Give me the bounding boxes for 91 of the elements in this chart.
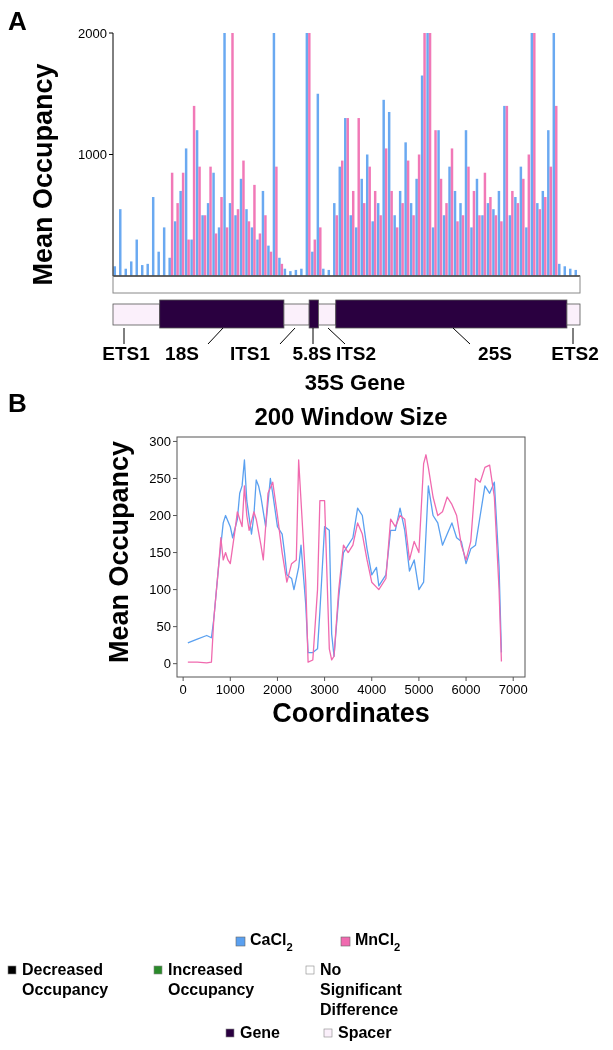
bar xyxy=(176,203,179,276)
bar xyxy=(253,184,256,276)
bar xyxy=(220,197,223,276)
x-axis-title: Coordinates xyxy=(272,698,430,728)
bar xyxy=(311,251,314,276)
text: Spacer xyxy=(338,1024,392,1041)
bar xyxy=(445,203,448,276)
y-tick-label: 100 xyxy=(149,582,171,598)
bar xyxy=(492,209,495,276)
bar xyxy=(470,227,473,276)
text: A xyxy=(8,6,27,36)
bar xyxy=(511,190,514,276)
text: No Significant Difference xyxy=(320,961,403,1018)
text: B xyxy=(8,388,27,418)
bar xyxy=(467,166,470,276)
x-tick-label: 3000 xyxy=(310,682,340,697)
x-tick-label: 2000 xyxy=(262,682,292,697)
bar xyxy=(333,203,336,276)
bar xyxy=(412,215,415,276)
bar xyxy=(514,197,517,276)
y-tick-label: 0 xyxy=(163,656,171,672)
y-tick-label: 150 xyxy=(149,545,171,561)
x-axis-title: 35S Gene xyxy=(304,370,406,395)
text: 18S xyxy=(165,343,199,364)
bar xyxy=(212,172,215,276)
bar xyxy=(245,209,248,276)
bar xyxy=(275,166,278,276)
bar xyxy=(456,221,459,276)
bar xyxy=(231,33,234,276)
bar xyxy=(168,257,171,276)
bar xyxy=(500,221,503,276)
bar xyxy=(357,118,360,276)
bar xyxy=(379,215,382,276)
bar xyxy=(278,257,281,276)
bar xyxy=(459,203,462,276)
text: ITS1 xyxy=(229,343,271,364)
bar xyxy=(525,227,528,276)
bar xyxy=(242,160,245,276)
x-tick-label: 0 xyxy=(179,682,187,697)
bar xyxy=(448,166,451,276)
bar xyxy=(179,190,182,276)
bar xyxy=(558,263,561,276)
bar xyxy=(146,263,149,276)
y-tick-label: 250 xyxy=(149,471,171,487)
bar xyxy=(382,99,385,276)
x-tick-label: 5000 xyxy=(404,682,434,697)
bar xyxy=(319,227,322,276)
x-tick-label: 1000 xyxy=(215,682,245,697)
bar xyxy=(415,178,418,276)
y-tick-label: 50 xyxy=(156,619,171,635)
chart-title: 200 Window Size xyxy=(254,403,448,430)
bar xyxy=(135,239,138,276)
bar xyxy=(544,197,547,276)
bar xyxy=(223,33,226,276)
bar xyxy=(404,142,407,276)
bar xyxy=(489,197,492,276)
text: Gene xyxy=(240,1024,281,1041)
x-tick-label: 7000 xyxy=(498,682,528,697)
y-axis-title: Mean Occupancy xyxy=(28,63,58,286)
x-tick-label: 4000 xyxy=(357,682,387,697)
bar xyxy=(401,203,404,276)
bar xyxy=(368,166,371,276)
text: 5.8S xyxy=(292,343,332,364)
bar xyxy=(209,166,212,276)
legend-label: MnCl$_{2}$ xyxy=(355,931,401,953)
bar xyxy=(536,203,539,276)
bar xyxy=(267,245,270,276)
bar xyxy=(157,251,160,276)
bar xyxy=(555,105,558,276)
x-tick-label: 6000 xyxy=(451,682,481,697)
bar xyxy=(264,215,267,276)
bar xyxy=(547,130,550,276)
text: Increased Occupancy xyxy=(168,961,255,998)
y-axis-title: Mean Occupancy xyxy=(104,440,134,664)
bar xyxy=(198,166,201,276)
bar xyxy=(393,215,396,276)
bar xyxy=(256,239,259,276)
bar xyxy=(234,215,237,276)
bar xyxy=(522,178,525,276)
text: ITS2 xyxy=(335,343,377,364)
legend-label: CaCl$_{2}$ xyxy=(250,931,293,953)
y-tick-label: 200 xyxy=(149,508,171,524)
text: ETS1 xyxy=(102,343,151,364)
bar xyxy=(371,221,374,276)
y-tick-label: 300 xyxy=(149,433,171,449)
text: Decreased Occupancy xyxy=(22,961,109,998)
text: ETS2 xyxy=(551,343,599,364)
text: 25S xyxy=(478,343,512,364)
bar xyxy=(390,190,393,276)
bar xyxy=(360,178,363,276)
bar xyxy=(119,209,122,276)
